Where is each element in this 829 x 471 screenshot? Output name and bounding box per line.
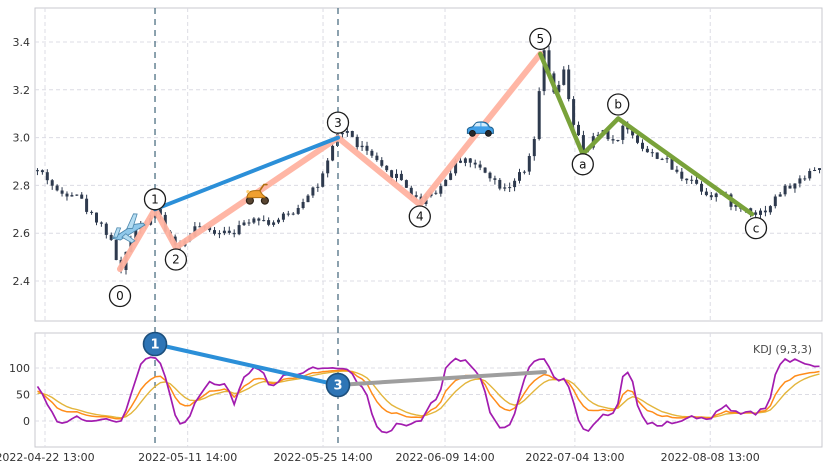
wave-marker-4: 4 [408, 205, 431, 228]
price-panel [34, 7, 823, 322]
price-tick-label: 3.4 [13, 36, 31, 49]
price-tick-label: 2.8 [13, 179, 31, 192]
svg-text:4: 4 [416, 210, 424, 224]
correction-abc-line [538, 51, 755, 217]
scooter-icon [245, 183, 269, 205]
svg-text:b: b [614, 98, 622, 112]
svg-text:c: c [753, 221, 760, 235]
svg-text:0: 0 [116, 289, 124, 303]
price-tick-label: 2.4 [13, 275, 31, 288]
trendline-1-3 [153, 135, 340, 212]
price-tick-label: 3.2 [13, 84, 31, 97]
wave-marker-3: 3 [326, 111, 350, 134]
kdj-legend-label: KDJ (9,3,3) [753, 343, 812, 356]
kdj-panel [34, 332, 823, 448]
kdj-j-line [36, 356, 820, 434]
svg-text:3: 3 [334, 116, 342, 130]
airplane-icon [111, 213, 146, 244]
wave-marker-0: 0 [108, 284, 132, 308]
price-tick-label: 2.6 [13, 227, 31, 240]
kdj-3-extension-line [336, 370, 547, 387]
x-tick-label: 2022-07-04 13:00 [525, 451, 624, 464]
kdj-marker-3: 3 [325, 372, 351, 398]
wave-marker-a: a [571, 153, 594, 176]
svg-text:1: 1 [151, 193, 159, 207]
kdj-marker-1: 1 [142, 331, 168, 357]
car-icon [466, 121, 494, 137]
svg-text:2: 2 [172, 253, 180, 267]
kdj-tick-label: 100 [9, 362, 30, 375]
x-tick-label: 2022-06-09 14:00 [395, 451, 494, 464]
price-tick-label: 3.0 [13, 132, 31, 145]
x-tick-label: 2022-04-22 13:00 [0, 451, 95, 464]
kdj-series [36, 356, 820, 434]
wave-marker-b: b [607, 93, 630, 116]
svg-text:3: 3 [333, 379, 342, 394]
x-tick-label: 2022-08-08 13:00 [661, 451, 760, 464]
wave-marker-c: c [744, 216, 768, 240]
svg-text:a: a [579, 158, 586, 172]
kdj-tick-label: 50 [16, 389, 30, 402]
svg-text:1: 1 [150, 338, 159, 353]
kdj-tick-label: 0 [23, 415, 30, 428]
gridlines [35, 8, 822, 447]
wave-marker-2: 2 [164, 248, 188, 271]
wave-marker-5: 5 [529, 27, 552, 51]
x-tick-label: 2022-05-25 14:00 [273, 451, 372, 464]
svg-text:5: 5 [536, 32, 544, 46]
x-tick-label: 2022-05-11 14:00 [138, 451, 237, 464]
kdj-1-3-line [153, 342, 340, 387]
wave-marker-1: 1 [143, 188, 167, 211]
